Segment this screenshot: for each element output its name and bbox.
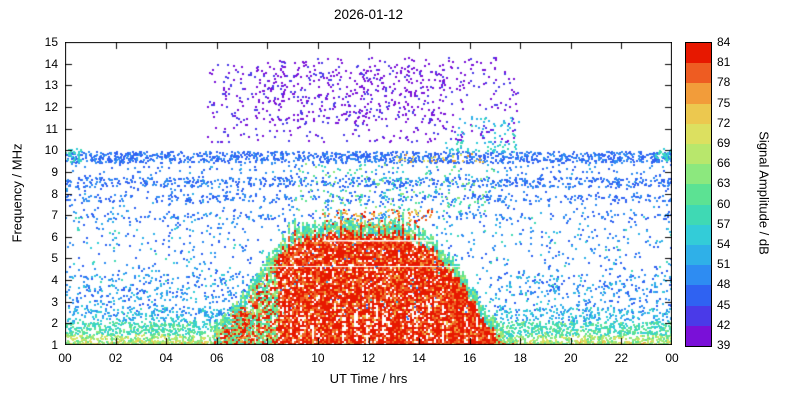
x-tick-label: 20 (564, 351, 578, 365)
colorbar-label: Signal Amplitude / dB (756, 131, 772, 255)
y-tick-label: 3 (51, 294, 58, 309)
colorbar-segment (686, 245, 711, 266)
y-tick-label: 9 (51, 164, 58, 179)
y-tick-label: 8 (51, 186, 58, 201)
colorbar-tick-label: 78 (717, 75, 731, 90)
colorbar-tick-label: 39 (717, 338, 731, 352)
y-tick-label: 6 (51, 229, 58, 244)
x-tick-label: 02 (108, 351, 123, 365)
colorbar-segment (686, 204, 711, 225)
y-tick-label: 13 (44, 78, 58, 93)
x-tick-label: 14 (412, 351, 426, 365)
colorbar-tick-label: 42 (717, 317, 731, 332)
y-tick-label: 11 (45, 121, 58, 136)
y-tick-label: 1 (51, 338, 58, 352)
colorbar-segment (686, 43, 711, 64)
colorbar-tick-label: 60 (717, 196, 731, 211)
chart-title: 2026-01-12 (333, 7, 404, 22)
colorbar-segment (686, 63, 711, 84)
x-tick-label: 08 (260, 351, 274, 365)
colorbar-tick-label: 48 (717, 277, 731, 292)
colorbar-tick-label: 54 (717, 237, 731, 251)
colorbar-segment (686, 83, 711, 104)
colorbar-segment (686, 184, 711, 205)
colorbar-segment (686, 265, 711, 286)
colorbar-segment (686, 325, 711, 347)
x-tick-label: 06 (210, 351, 224, 365)
x-axis-label: UT Time / hrs (329, 371, 408, 386)
x-tick-label: 10 (311, 351, 325, 365)
colorbar-tick-label: 57 (717, 216, 731, 231)
y-tick-label: 5 (51, 251, 58, 266)
x-tick-label: 04 (159, 351, 173, 365)
y-tick-label: 12 (44, 99, 58, 114)
x-tick-label: 16 (462, 351, 477, 365)
colorbar (685, 42, 712, 347)
y-axis-label: Frequency / MHz (9, 143, 25, 243)
colorbar-segment (686, 224, 711, 246)
colorbar-tick-label: 45 (717, 297, 731, 312)
colorbar-segment (686, 305, 711, 326)
colorbar-segment (686, 164, 711, 185)
colorbar-tick-label: 51 (717, 257, 731, 272)
colorbar-segment (686, 103, 711, 124)
spectrogram-canvas (65, 42, 672, 345)
y-tick-label: 15 (44, 35, 58, 49)
x-tick-label: 22 (614, 351, 629, 365)
y-tick-label: 7 (51, 208, 58, 223)
y-tick-label: 4 (51, 273, 58, 288)
colorbar-segment (686, 144, 711, 165)
x-tick-label: 12 (361, 351, 376, 365)
colorbar-tick-label: 66 (717, 156, 731, 171)
x-tick-label: 00 (665, 351, 679, 365)
x-tick-label: 18 (513, 351, 527, 365)
colorbar-tick-label: 69 (717, 136, 731, 150)
plot-area (65, 42, 672, 345)
colorbar-segment (686, 123, 711, 145)
x-tick-label: 00 (58, 351, 72, 365)
y-tick-label: 2 (51, 316, 58, 331)
y-tick-label: 14 (44, 56, 58, 71)
colorbar-segment (686, 285, 711, 306)
y-tick-label: 10 (44, 143, 58, 158)
colorbar-tick-label: 81 (717, 55, 731, 70)
colorbar-tick-label: 63 (717, 176, 731, 191)
colorbar-tick-label: 72 (717, 115, 731, 130)
colorbar-tick-label: 75 (717, 95, 731, 110)
colorbar-tick-label: 84 (717, 35, 731, 49)
